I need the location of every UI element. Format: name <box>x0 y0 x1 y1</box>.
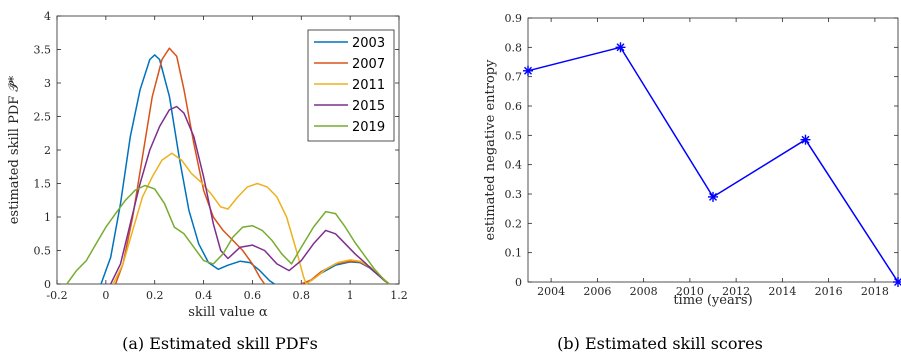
x-tick-label: 2004 <box>537 285 565 298</box>
y-tick-label: 0.5 <box>505 129 523 142</box>
series-line-2007 <box>114 47 266 285</box>
y-tick-label: 0.4 <box>505 159 523 172</box>
x-axis-label: time (years) <box>673 293 752 308</box>
caption-left: (a) Estimated skill PDFs <box>122 334 318 353</box>
y-tick-label: 0.9 <box>505 12 523 25</box>
skill-score-chart: 2004 2006 2008 2010 2012 2014 2016 2018 0 0.1 0.2 0… <box>483 12 901 308</box>
plot-area-frame <box>527 17 899 283</box>
x-tick-label: 0 <box>102 289 109 302</box>
legend-label: 2011 <box>352 78 385 93</box>
score-marker <box>800 134 811 145</box>
x-tick-label: 1 <box>347 289 354 302</box>
x-tick-label: 2014 <box>768 285 796 298</box>
y-tick-label: 0 <box>44 278 51 291</box>
score-marker <box>523 65 533 76</box>
y-tick-label: 0.6 <box>505 100 523 113</box>
y-tick-label: 3 <box>44 77 51 90</box>
series-line-2015 <box>110 105 390 285</box>
y-tick-label: 2.5 <box>34 111 52 124</box>
legend-label: 2007 <box>352 57 385 72</box>
y-axis-label: estimated skill PDF 𝒫̂* <box>7 75 22 224</box>
x-tick-label: 2018 <box>861 285 889 298</box>
y-tick-label: 0.3 <box>505 188 523 201</box>
y-tick-label: 0.1 <box>505 247 523 260</box>
legend-label: 2003 <box>352 36 385 51</box>
y-tick-label: 3.5 <box>34 44 52 57</box>
score-line <box>527 46 899 283</box>
y-tick-label: 0 <box>515 276 522 289</box>
caption-right: (b) Estimated skill scores <box>557 334 763 353</box>
x-tick-label: 0.8 <box>293 289 311 302</box>
legend-box <box>307 29 395 142</box>
y-tick-label: 0.8 <box>505 41 523 54</box>
x-tick-label: 1.2 <box>390 289 408 302</box>
skill-pdf-chart: -0.2 0 0.2 0.4 0.6 0.8 1 1.200.511.522.533.54sk… <box>7 10 408 320</box>
x-tick-label: 2012 <box>722 285 750 298</box>
score-marker <box>708 191 718 202</box>
legend-label: 2019 <box>352 120 385 135</box>
x-tick-label: 2016 <box>815 285 843 298</box>
y-tick-label: 2 <box>44 144 51 157</box>
y-tick-label: 0.2 <box>505 217 523 230</box>
x-tick-label: 0.2 <box>146 289 164 302</box>
x-tick-label: 2010 <box>676 285 704 298</box>
legend-label: 2015 <box>352 99 385 114</box>
score-marker <box>615 42 626 53</box>
y-tick-label: 0.5 <box>34 245 52 258</box>
x-axis-label: skill value α <box>188 305 268 320</box>
series-line-2019 <box>66 184 390 285</box>
y-tick-label: 1.5 <box>34 178 52 191</box>
y-axis-label: estimated negative entropy <box>483 59 498 241</box>
x-tick-label: 2006 <box>583 285 611 298</box>
y-tick-label: 4 <box>44 10 51 23</box>
score-marker <box>893 277 901 287</box>
y-tick-label: 1 <box>44 211 51 224</box>
series-line-2003 <box>100 54 275 285</box>
x-tick-label: 2008 <box>630 285 658 298</box>
x-tick-label: -0.2 <box>46 289 67 302</box>
x-tick-label: 0.6 <box>244 289 262 302</box>
x-tick-label: 0.4 <box>195 289 213 302</box>
y-tick-label: 0.7 <box>505 71 523 84</box>
